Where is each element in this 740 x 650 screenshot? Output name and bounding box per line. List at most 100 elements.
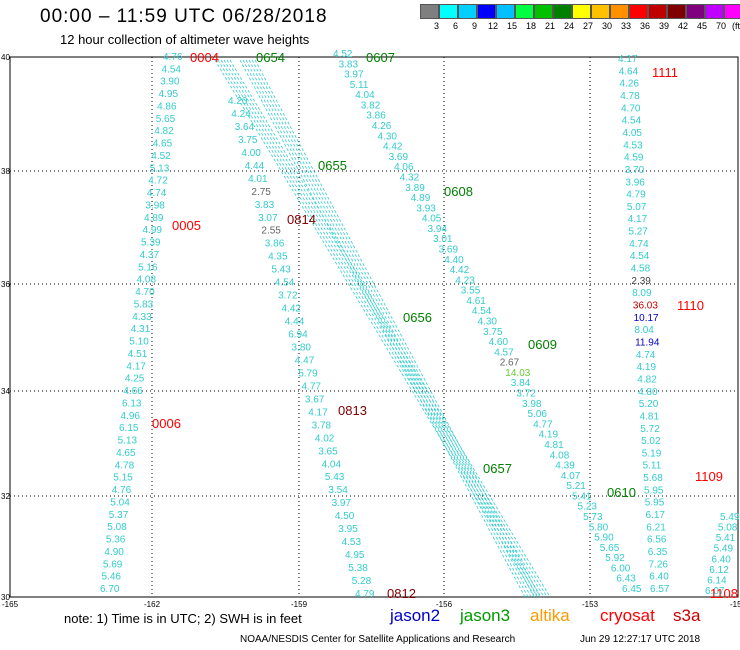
swh-value: 4.74 xyxy=(147,188,167,199)
swh-value: 4.74 xyxy=(629,239,649,250)
pass-time-label: 0654 xyxy=(256,50,285,65)
swh-value: 5.69 xyxy=(103,559,123,570)
swh-value: 3.84 xyxy=(511,378,531,389)
swh-value: 3.54 xyxy=(328,485,348,496)
swh-value: 4.82 xyxy=(637,375,657,386)
swh-value: 7.26 xyxy=(649,559,669,570)
colorbar-tick: 24 xyxy=(564,21,575,31)
pass-time-label: 1109 xyxy=(695,469,723,484)
pass-time-label: 1108 xyxy=(710,586,738,601)
legend-jason2: jason2 xyxy=(390,606,441,625)
colorbar-swatch xyxy=(591,4,610,19)
lon-label: -153 xyxy=(582,600,599,609)
swh-value: 4.07 xyxy=(561,471,581,482)
swh-value: 2.67 xyxy=(500,358,520,369)
swh-value: 6.35 xyxy=(648,547,668,558)
swh-value: 4.74 xyxy=(636,350,656,361)
swh-value: 4.08 xyxy=(137,275,157,286)
colorbar-swatch xyxy=(705,4,724,19)
swh-value: 2.75 xyxy=(251,187,271,198)
colorbar-swatch xyxy=(477,4,496,19)
swh-value: 6.21 xyxy=(646,522,666,533)
swh-value: 3.75 xyxy=(483,327,503,338)
colorbar-tick: 45 xyxy=(697,21,708,31)
swh-value: 4.77 xyxy=(533,419,553,430)
swh-value: 5.39 xyxy=(141,238,161,249)
swh-value: 5.65 xyxy=(600,543,620,554)
swh-value: 6.40 xyxy=(711,554,731,565)
swh-value: 5.65 xyxy=(156,114,176,125)
swh-value: 3.96 xyxy=(625,177,645,188)
swh-value: 3.98 xyxy=(522,399,542,410)
colorbar-swatch xyxy=(458,4,477,19)
dense-track-line xyxy=(245,59,532,598)
swh-value: 4.40 xyxy=(444,255,464,266)
colorbar-swatch xyxy=(667,4,686,19)
lat-label: 34 xyxy=(1,387,10,396)
swh-value: 6.56 xyxy=(647,535,667,546)
generated-date: Jun 29 12:27:17 UTC 2018 xyxy=(580,634,701,645)
swh-value: 5.28 xyxy=(352,576,372,587)
swh-value: 4.53 xyxy=(623,140,643,151)
swh-value: 4.57 xyxy=(494,347,514,358)
swh-value: 3.55 xyxy=(461,286,481,297)
swh-value: 4.52 xyxy=(151,151,171,162)
swh-value: 5.08 xyxy=(107,522,127,533)
swh-value: 4.47 xyxy=(295,356,315,367)
swh-value: 3.93 xyxy=(416,203,436,214)
colorbar-swatch xyxy=(572,4,591,19)
swh-value: 4.54 xyxy=(162,64,182,75)
swh-value: 4.60 xyxy=(489,337,509,348)
swh-value: 5.80 xyxy=(589,522,609,533)
swh-value: 4.70 xyxy=(621,103,641,114)
legend-altika: altika xyxy=(530,606,570,625)
swh-value: 4.50 xyxy=(335,511,355,522)
pass-time-label: 0655 xyxy=(318,158,347,173)
swh-value: 5.04 xyxy=(110,497,130,508)
colorbar-tick: 15 xyxy=(507,21,518,31)
swh-value: 2.39 xyxy=(631,276,651,287)
colorbar xyxy=(420,4,740,19)
lon-label: -162 xyxy=(144,600,161,609)
swh-value: 4.06 xyxy=(394,162,414,173)
map-frame xyxy=(9,56,739,598)
colorbar-tick: 3 xyxy=(434,21,440,31)
legend-s3a: s3a xyxy=(673,606,701,625)
altimeter-tracks: 4.764.543.904.954.865.654.824.654.525.13… xyxy=(100,49,740,600)
swh-value: 6.13 xyxy=(122,398,142,409)
swh-value: 4.65 xyxy=(116,448,136,459)
swh-value: 4.66 xyxy=(123,386,143,397)
colorbar-swatch xyxy=(515,4,534,19)
swh-value: 4.64 xyxy=(619,66,639,77)
swh-value: 8.09 xyxy=(632,288,652,299)
swh-value: 3.86 xyxy=(265,239,285,250)
swh-value: 5.36 xyxy=(106,535,126,546)
pass-time-label: 0812 xyxy=(387,586,416,601)
dense-track-line xyxy=(229,59,551,598)
swh-value: 4.30 xyxy=(478,317,498,328)
swh-value: 4.61 xyxy=(466,296,486,307)
swh-value: 3.97 xyxy=(332,498,352,509)
dense-track-line xyxy=(239,59,526,598)
colorbar-tick: 42 xyxy=(678,21,689,31)
swh-value: 4.86 xyxy=(157,102,177,113)
swh-value: 4.37 xyxy=(140,250,160,261)
swh-value: 5.21 xyxy=(566,481,586,492)
colorbar-swatch xyxy=(648,4,667,19)
swh-value: 4.72 xyxy=(148,176,168,187)
colorbar-tick: 18 xyxy=(526,21,537,31)
swh-value: 4.05 xyxy=(422,214,442,225)
pass-time-label: 0657 xyxy=(483,461,512,476)
swh-value: 4.17 xyxy=(618,54,638,65)
swh-value: 3.89 xyxy=(405,183,425,194)
swh-value: 5.43 xyxy=(271,265,291,276)
swh-value: 4.35 xyxy=(268,252,288,263)
swh-value: 5.90 xyxy=(594,533,614,544)
pass-time-label: 0006 xyxy=(152,416,181,431)
colorbar-swatch xyxy=(629,4,648,19)
swh-value: 3.70 xyxy=(625,165,645,176)
swh-value: 4.33 xyxy=(132,312,152,323)
swh-value: 4.17 xyxy=(628,214,648,225)
